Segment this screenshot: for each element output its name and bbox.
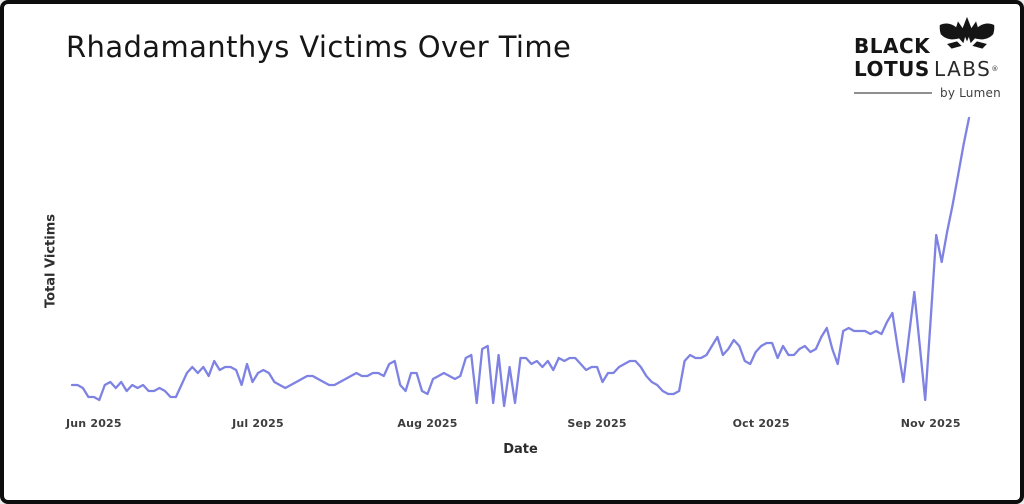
x-tick-label: Oct 2025 [732,417,790,430]
logo-row-2: LOTUS LABS® [854,58,1006,81]
logo-word-labs: LABS® [934,57,1000,81]
logo-word-black: BLACK [854,34,931,58]
victims-line [70,116,971,408]
x-tick-label: Jun 2025 [65,417,122,430]
x-tick-label: Aug 2025 [397,417,458,430]
chart-title: Rhadamanthys Victims Over Time [66,30,572,64]
x-tick-label: Jul 2025 [232,417,284,430]
logo-word-lotus: LOTUS [854,57,930,81]
registered-mark: ® [991,65,1000,73]
x-axis-label: Date [503,442,538,457]
logo-row-1: BLACK [854,16,1006,58]
black-lotus-labs-logo: BLACK LOTUS LABS® [854,16,1006,100]
line-chart [70,116,971,408]
lotus-icon [938,16,996,58]
logo-tag-row: by Lumen [854,86,1006,100]
logo-rule [854,92,932,94]
x-tick-label: Sep 2025 [567,417,627,430]
x-tick-label: Nov 2025 [900,417,961,430]
logo-tagline: by Lumen [940,86,1001,100]
